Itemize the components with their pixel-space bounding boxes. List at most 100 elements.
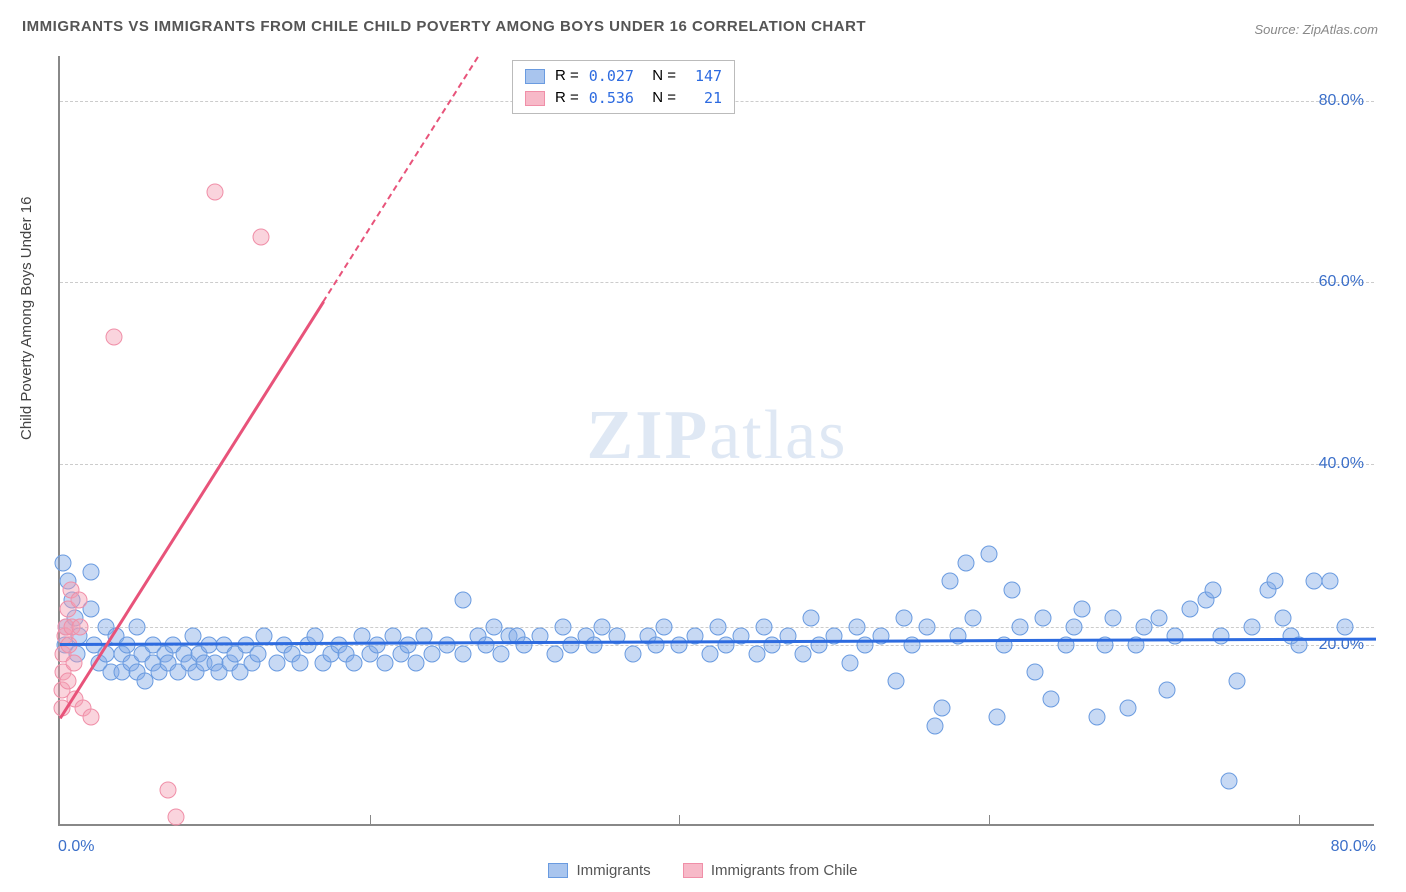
point-immigrants [562,636,579,653]
point-immigrants [516,636,533,653]
point-immigrants [477,636,494,653]
n-value: 21 [686,87,722,109]
n-label: N = [644,65,676,87]
watermark-zip: ZIP [587,397,710,474]
legend-item-immigrants: Immigrants [548,862,650,879]
n-value: 147 [686,65,722,87]
point-immigrants [454,591,471,608]
gridline-h [60,282,1374,283]
point-immigrants [555,618,572,635]
ytick-label: 40.0% [1319,455,1364,473]
point-immigrants [268,654,285,671]
point-immigrants [1027,664,1044,681]
point-immigrants [593,618,610,635]
point-immigrants [82,564,99,581]
point-immigrants [888,673,905,690]
point-immigrants [980,546,997,563]
plot-area: ZIPatlas 20.0%40.0%60.0%80.0% [58,56,1374,826]
point-immigrants [408,654,425,671]
chart-title: IMMIGRANTS VS IMMIGRANTS FROM CHILE CHIL… [22,18,866,35]
point-immigrants [841,654,858,671]
point-immigrants [1182,600,1199,617]
point-immigrants [1104,609,1121,626]
point-immigrants [1120,700,1137,717]
point-immigrants [493,645,510,662]
point-immigrants [1158,682,1175,699]
point-immigrants [1073,600,1090,617]
point-immigrants [1275,609,1292,626]
point-immigrants [1166,627,1183,644]
point-immigrants [586,636,603,653]
r-value: 0.536 [589,87,634,109]
point-immigrants [423,645,440,662]
point-chile [72,618,89,635]
point-chile [82,709,99,726]
r-label: R = [555,87,579,109]
point-immigrants [1042,691,1059,708]
legend-item-chile: Immigrants from Chile [683,862,858,879]
point-immigrants [547,645,564,662]
source-label: Source: ZipAtlas.com [1254,22,1378,37]
point-chile [70,591,87,608]
swatch-chile [683,863,703,878]
ytick-label: 60.0% [1319,273,1364,291]
point-immigrants [1213,627,1230,644]
point-immigrants [988,709,1005,726]
point-chile [65,654,82,671]
point-immigrants [485,618,502,635]
point-immigrants [934,700,951,717]
legend-bottom: Immigrants Immigrants from Chile [0,862,1406,882]
point-immigrants [439,636,456,653]
r-label: R = [555,65,579,87]
trendline [322,56,479,302]
point-immigrants [129,618,146,635]
legend-label-immigrants: Immigrants [576,862,650,879]
point-immigrants [1089,709,1106,726]
point-immigrants [624,645,641,662]
r-value: 0.027 [589,65,634,87]
point-chile [206,183,223,200]
point-immigrants [802,609,819,626]
point-immigrants [919,618,936,635]
point-immigrants [942,573,959,590]
point-immigrants [1244,618,1261,635]
point-chile [106,328,123,345]
point-chile [253,229,270,246]
point-immigrants [764,636,781,653]
gridline-h [60,464,1374,465]
point-immigrants [648,636,665,653]
point-immigrants [849,618,866,635]
point-immigrants [55,555,72,572]
point-immigrants [291,654,308,671]
point-immigrants [748,645,765,662]
point-immigrants [1220,772,1237,789]
xtick [370,815,371,825]
point-immigrants [377,654,394,671]
point-immigrants [1151,609,1168,626]
point-immigrants [1011,618,1028,635]
point-chile [160,781,177,798]
ytick-label: 80.0% [1319,92,1364,110]
point-immigrants [1205,582,1222,599]
point-immigrants [795,645,812,662]
point-immigrants [965,609,982,626]
point-immigrants [926,718,943,735]
watermark-atlas: atlas [709,397,847,474]
swatch-immigrants [548,863,568,878]
x-axis-end: 80.0% [1331,838,1376,856]
point-immigrants [1321,573,1338,590]
point-immigrants [1337,618,1354,635]
legend-label-chile: Immigrants from Chile [711,862,858,879]
point-immigrants [346,654,363,671]
point-immigrants [1228,673,1245,690]
point-chile [59,673,76,690]
point-immigrants [250,645,267,662]
point-immigrants [454,645,471,662]
point-immigrants [1267,573,1284,590]
xtick [989,815,990,825]
point-immigrants [1004,582,1021,599]
point-immigrants [1035,609,1052,626]
point-immigrants [1306,573,1323,590]
point-immigrants [1135,618,1152,635]
legend-row: R = 0.027 N = 147 [525,65,722,87]
